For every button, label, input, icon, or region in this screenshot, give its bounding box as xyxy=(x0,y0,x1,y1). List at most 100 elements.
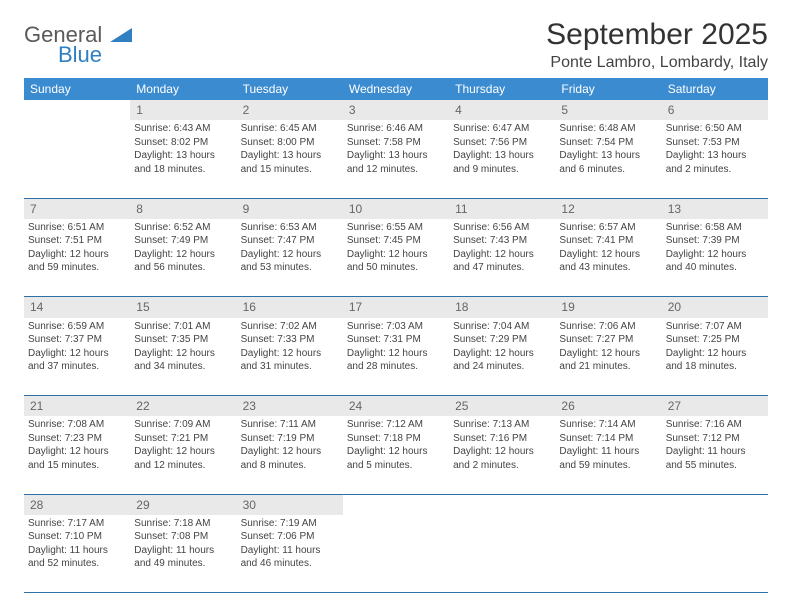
day-detail-line: and 56 minutes. xyxy=(134,261,232,275)
calendar-week-row: Sunrise: 7:17 AMSunset: 7:10 PMDaylight:… xyxy=(24,515,768,593)
day-number-cell: 14 xyxy=(24,297,130,317)
day-detail-line: and 9 minutes. xyxy=(453,163,551,177)
calendar-day-cell: Sunrise: 7:12 AMSunset: 7:18 PMDaylight:… xyxy=(343,416,449,494)
day-number-row: 14151617181920 xyxy=(24,297,768,317)
title-block: September 2025 Ponte Lambro, Lombardy, I… xyxy=(546,18,768,72)
day-detail-line: Sunrise: 6:56 AM xyxy=(453,221,551,235)
day-detail-line: Sunset: 7:33 PM xyxy=(241,333,339,347)
day-detail-line: and 49 minutes. xyxy=(134,557,232,571)
day-detail-line: and 2 minutes. xyxy=(453,459,551,473)
day-number-cell: 26 xyxy=(555,396,661,416)
calendar-day-cell: Sunrise: 7:02 AMSunset: 7:33 PMDaylight:… xyxy=(237,318,343,396)
week-separator xyxy=(24,593,768,594)
day-number-cell xyxy=(449,495,555,515)
day-detail-line: and 24 minutes. xyxy=(453,360,551,374)
calendar-weekday-header: SundayMondayTuesdayWednesdayThursdayFrid… xyxy=(24,78,768,100)
day-detail-line: Sunset: 7:37 PM xyxy=(28,333,126,347)
calendar-day-cell: Sunrise: 7:09 AMSunset: 7:21 PMDaylight:… xyxy=(130,416,236,494)
day-detail-line: and 8 minutes. xyxy=(241,459,339,473)
day-detail-line: and 47 minutes. xyxy=(453,261,551,275)
day-detail-line: Daylight: 11 hours xyxy=(241,544,339,558)
day-number-cell: 15 xyxy=(130,297,236,317)
day-detail-line: Sunrise: 6:48 AM xyxy=(559,122,657,136)
day-detail-line: Daylight: 12 hours xyxy=(28,248,126,262)
calendar-day-cell: Sunrise: 7:04 AMSunset: 7:29 PMDaylight:… xyxy=(449,318,555,396)
day-detail-line: Sunrise: 7:04 AM xyxy=(453,320,551,334)
day-detail-line: Sunrise: 7:18 AM xyxy=(134,517,232,531)
weekday-header-cell: Friday xyxy=(555,78,661,100)
day-number-row: 282930 xyxy=(24,495,768,515)
day-detail-line: Daylight: 12 hours xyxy=(347,445,445,459)
day-number-cell: 1 xyxy=(130,100,236,120)
day-detail-line: Daylight: 13 hours xyxy=(134,149,232,163)
day-number-cell: 8 xyxy=(130,199,236,219)
day-detail-line: and 15 minutes. xyxy=(28,459,126,473)
day-detail-line: Sunrise: 7:16 AM xyxy=(666,418,764,432)
day-detail-line: and 46 minutes. xyxy=(241,557,339,571)
day-number-cell xyxy=(343,495,449,515)
day-number-cell: 20 xyxy=(662,297,768,317)
day-number-cell: 5 xyxy=(555,100,661,120)
day-number-row: 78910111213 xyxy=(24,199,768,219)
day-detail-line: Sunset: 7:19 PM xyxy=(241,432,339,446)
day-detail-line: Sunset: 7:43 PM xyxy=(453,234,551,248)
day-detail-line: Daylight: 12 hours xyxy=(134,248,232,262)
calendar-day-cell: Sunrise: 7:07 AMSunset: 7:25 PMDaylight:… xyxy=(662,318,768,396)
day-number-cell: 7 xyxy=(24,199,130,219)
day-detail-line: Daylight: 12 hours xyxy=(241,248,339,262)
day-detail-line: and 52 minutes. xyxy=(28,557,126,571)
day-detail-line: Sunrise: 7:06 AM xyxy=(559,320,657,334)
day-detail-line: Sunrise: 7:01 AM xyxy=(134,320,232,334)
day-detail-line: Sunset: 7:16 PM xyxy=(453,432,551,446)
day-detail-line: Sunrise: 6:59 AM xyxy=(28,320,126,334)
calendar-week-row: Sunrise: 6:43 AMSunset: 8:02 PMDaylight:… xyxy=(24,120,768,198)
day-detail-line: and 18 minutes. xyxy=(134,163,232,177)
weekday-header-cell: Monday xyxy=(130,78,236,100)
calendar-day-cell: Sunrise: 6:51 AMSunset: 7:51 PMDaylight:… xyxy=(24,219,130,297)
day-detail-line: and 12 minutes. xyxy=(134,459,232,473)
day-detail-line: Sunset: 7:49 PM xyxy=(134,234,232,248)
day-number-cell xyxy=(555,495,661,515)
calendar-day-cell: Sunrise: 7:18 AMSunset: 7:08 PMDaylight:… xyxy=(130,515,236,593)
day-number-cell: 25 xyxy=(449,396,555,416)
brand-logo: General Blue xyxy=(24,18,132,66)
day-detail-line: Sunrise: 7:03 AM xyxy=(347,320,445,334)
page-header: General Blue September 2025 Ponte Lambro… xyxy=(24,18,768,72)
calendar-day-cell: Sunrise: 7:11 AMSunset: 7:19 PMDaylight:… xyxy=(237,416,343,494)
calendar-day-cell: Sunrise: 7:19 AMSunset: 7:06 PMDaylight:… xyxy=(237,515,343,593)
day-detail-line: and 18 minutes. xyxy=(666,360,764,374)
calendar-day-cell: Sunrise: 6:48 AMSunset: 7:54 PMDaylight:… xyxy=(555,120,661,198)
day-number-cell: 19 xyxy=(555,297,661,317)
day-number-cell: 6 xyxy=(662,100,768,120)
calendar-day-cell: Sunrise: 6:59 AMSunset: 7:37 PMDaylight:… xyxy=(24,318,130,396)
day-number-cell xyxy=(662,495,768,515)
calendar-page: General Blue September 2025 Ponte Lambro… xyxy=(0,0,792,603)
day-detail-line: Sunrise: 7:02 AM xyxy=(241,320,339,334)
day-detail-line: and 59 minutes. xyxy=(559,459,657,473)
day-number-cell: 30 xyxy=(237,495,343,515)
calendar-week-row: Sunrise: 6:51 AMSunset: 7:51 PMDaylight:… xyxy=(24,219,768,297)
calendar-table: SundayMondayTuesdayWednesdayThursdayFrid… xyxy=(24,78,768,593)
day-detail-line: Sunset: 7:47 PM xyxy=(241,234,339,248)
day-detail-line: Sunrise: 7:07 AM xyxy=(666,320,764,334)
day-number-cell: 3 xyxy=(343,100,449,120)
calendar-day-cell xyxy=(24,120,130,198)
day-number-cell: 10 xyxy=(343,199,449,219)
location-subtitle: Ponte Lambro, Lombardy, Italy xyxy=(546,54,768,72)
day-detail-line: Daylight: 12 hours xyxy=(666,347,764,361)
day-detail-line: Sunrise: 6:57 AM xyxy=(559,221,657,235)
day-detail-line: Sunset: 7:56 PM xyxy=(453,136,551,150)
weekday-header-cell: Wednesday xyxy=(343,78,449,100)
day-detail-line: Sunrise: 7:13 AM xyxy=(453,418,551,432)
day-detail-line: Sunrise: 7:17 AM xyxy=(28,517,126,531)
day-detail-line: Daylight: 12 hours xyxy=(453,347,551,361)
day-number-cell: 17 xyxy=(343,297,449,317)
day-detail-line: Sunrise: 6:55 AM xyxy=(347,221,445,235)
day-detail-line: Sunset: 7:21 PM xyxy=(134,432,232,446)
day-detail-line: Sunrise: 6:45 AM xyxy=(241,122,339,136)
calendar-day-cell xyxy=(555,515,661,593)
day-detail-line: Sunset: 7:14 PM xyxy=(559,432,657,446)
day-number-cell: 9 xyxy=(237,199,343,219)
day-detail-line: Daylight: 13 hours xyxy=(559,149,657,163)
day-detail-line: and 2 minutes. xyxy=(666,163,764,177)
